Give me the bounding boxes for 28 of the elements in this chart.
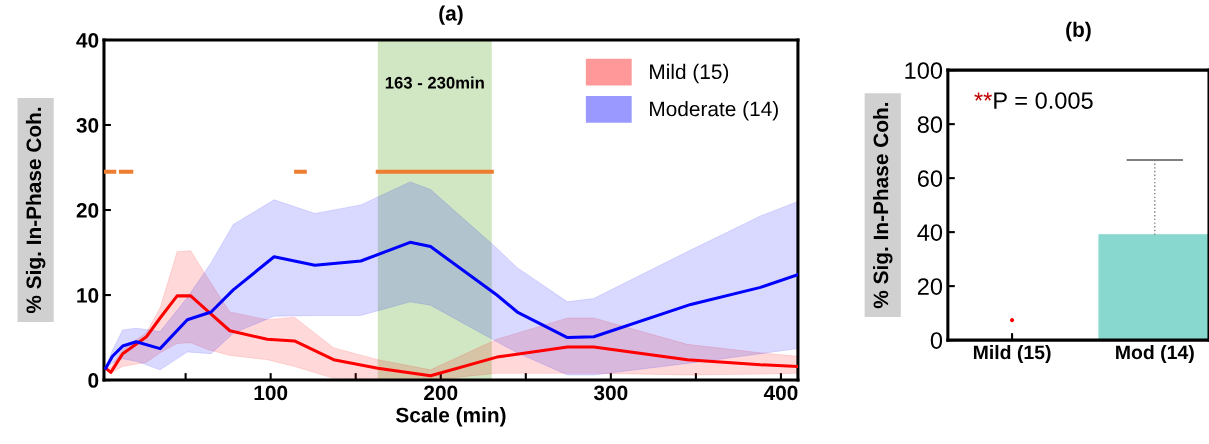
line-series bbox=[104, 240, 798, 370]
x-tick-label: 200 bbox=[424, 385, 458, 401]
y-tick-label: 60 bbox=[917, 170, 943, 187]
y-tick-label: 0 bbox=[88, 373, 99, 388]
annotation: P = 0.005 bbox=[994, 92, 1093, 109]
y-tick-label: 30 bbox=[76, 117, 99, 133]
legend-label: Moderate (14) bbox=[650, 101, 778, 121]
y-axis-title: % Sig. In-Phase Coh. bbox=[872, 102, 893, 309]
y-tick-label: 10 bbox=[77, 288, 99, 303]
y-tick-label: 20 bbox=[917, 278, 943, 295]
y-axis-title: % Sig. In-Phase Coh. bbox=[25, 107, 46, 314]
legend-label: Mild (15) bbox=[650, 63, 729, 84]
x-tick-label: 400 bbox=[763, 385, 798, 401]
y-tick-label: 40 bbox=[76, 32, 99, 48]
x-tick-label: 300 bbox=[593, 385, 628, 401]
y-tick-label: 0 bbox=[930, 332, 943, 349]
line-series bbox=[104, 294, 798, 378]
y-tick-label: 40 bbox=[917, 224, 943, 241]
x-tick-label: Mod (14) bbox=[1116, 344, 1194, 364]
y-tick-label: 20 bbox=[76, 203, 99, 218]
chart-title: (a) bbox=[439, 5, 463, 25]
y-tick-label: 80 bbox=[917, 116, 943, 133]
x-tick-label: 100 bbox=[254, 385, 288, 401]
chart-title: (b) bbox=[1066, 21, 1091, 42]
annotation: ** bbox=[974, 92, 992, 101]
x-axis-title: Scale (min) bbox=[395, 407, 506, 427]
band-label: 163 - 230min bbox=[385, 76, 484, 89]
y-tick-label: 100 bbox=[905, 62, 943, 79]
